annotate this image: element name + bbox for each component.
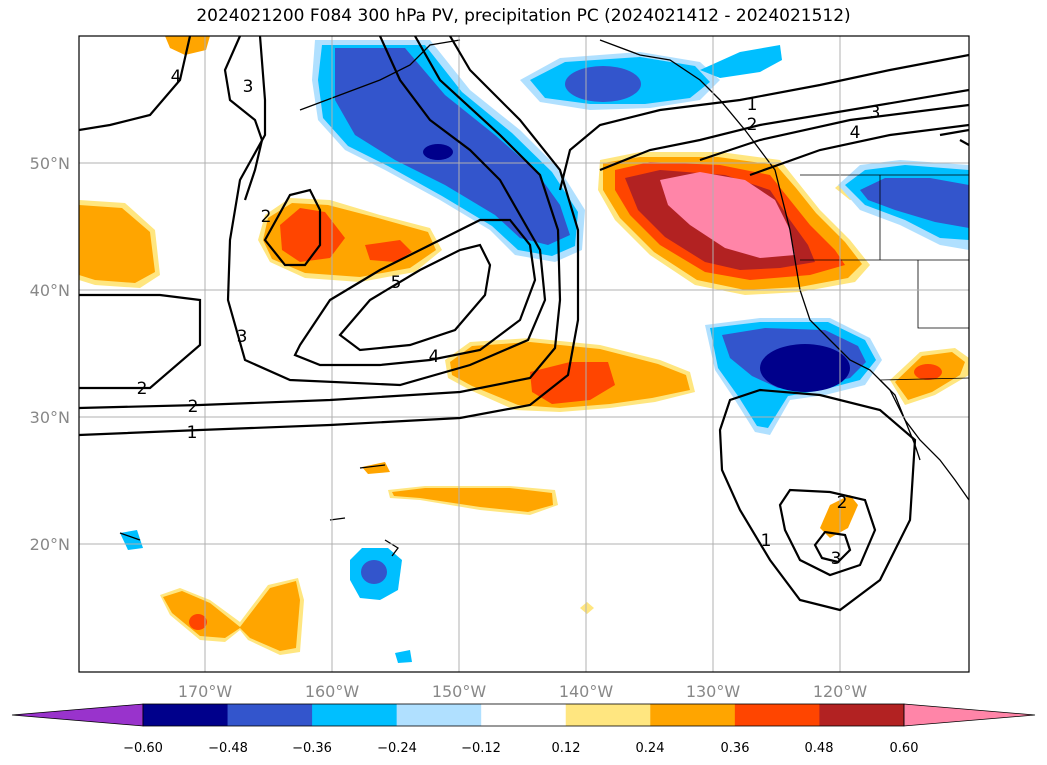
contour-labels: 4 3 2 5 3 4 2 2 1 1 2 3 4 2 1 3 (137, 67, 881, 569)
contour-label: 2 (747, 115, 758, 135)
colorbar-tick-label: −0.36 (292, 741, 332, 756)
contour-4-ne (749, 123, 969, 177)
boundaries (800, 174, 969, 381)
colorbar (11, 703, 1036, 727)
contour-3-mid (226, 36, 547, 387)
contour-label: 1 (187, 423, 198, 443)
contour-1-south (79, 36, 580, 437)
colorbar-frame (142, 703, 905, 727)
contour-2-south (79, 36, 562, 410)
contour-4-inner (293, 218, 537, 367)
contour-label: 3 (831, 549, 842, 569)
contour-2-loop (263, 188, 322, 267)
contour-4-mid (223, 36, 264, 201)
contour-label: 1 (761, 531, 772, 551)
lon-label: 120°W (813, 682, 868, 701)
lon-label: 140°W (559, 682, 614, 701)
lon-label: 130°W (686, 682, 741, 701)
lat-label: 20°N (30, 535, 70, 554)
colorbar-tick-label: 0.60 (890, 741, 919, 756)
contour-label: 2 (188, 397, 199, 417)
colorbar-tick-label: 0.12 (552, 741, 581, 756)
lon-label: 170°W (178, 682, 233, 701)
colorbar-tick-label: −0.60 (123, 741, 163, 756)
colorbar-bin (565, 704, 651, 726)
lat-label: 30°N (30, 408, 70, 427)
colorbar-bin (396, 704, 482, 726)
colorbar-bin (481, 704, 567, 726)
contour-5-inner (338, 243, 492, 352)
colorbar-bin (650, 704, 736, 726)
colorbar-tick-label: 0.48 (805, 741, 834, 756)
contour-1-ne (558, 53, 969, 191)
contour-label: 2 (137, 379, 148, 399)
contour-label: 3 (870, 103, 881, 123)
lon-label: 160°W (305, 682, 360, 701)
colorbar-tick-label: −0.24 (377, 741, 417, 756)
plot-frame (78, 35, 970, 673)
lon-label: 150°W (432, 682, 487, 701)
lat-axis: 50°N 40°N 30°N 20°N (30, 154, 70, 554)
contour-2-west (79, 293, 202, 390)
colorbar-bin (312, 704, 398, 726)
colorbar-bin (734, 704, 820, 726)
lon-axis: 170°W 160°W 150°W 140°W 130°W 120°W (178, 682, 868, 701)
lat-label: 50°N (30, 154, 70, 173)
contour-lefttop (79, 36, 192, 132)
contour-1-south-loop (718, 388, 917, 612)
contour-label: 5 (391, 273, 402, 293)
lat-label: 40°N (30, 281, 70, 300)
contour-label: 2 (837, 493, 848, 513)
contour-label: 4 (171, 67, 182, 87)
precip-shading (79, 36, 969, 663)
colorbar-tick-label: −0.48 (208, 741, 248, 756)
colorbar-extend-low (11, 703, 144, 727)
colorbar-bin (819, 704, 905, 726)
contour-label: 3 (237, 327, 248, 347)
contour-2-ne (599, 88, 969, 172)
colorbar-bin (143, 704, 229, 726)
contour-label: 4 (850, 123, 861, 143)
colorbar-tick-label: 0.24 (636, 741, 665, 756)
contour-label: 1 (747, 95, 758, 115)
contour-label: 2 (261, 207, 272, 227)
map-title: 2024021200 F084 300 hPa PV, precipitatio… (196, 6, 851, 26)
contour-3-south-loop (813, 530, 852, 564)
contour-label: 3 (243, 77, 254, 97)
colorbar-tick-label: 0.36 (721, 741, 750, 756)
contour-3-ne (699, 103, 969, 162)
contour-2-south-loop (778, 488, 877, 577)
colorbar-tick-label: −0.12 (461, 741, 501, 756)
pv-contours (79, 36, 969, 612)
colorbar-extend-high (903, 703, 1036, 727)
colorbar-bin (227, 704, 313, 726)
contour-label: 4 (429, 347, 440, 367)
colorbar-ticks: −0.60 −0.48 −0.36 −0.24 −0.12 0.12 0.24 … (123, 741, 918, 756)
coastlines (119, 39, 969, 557)
